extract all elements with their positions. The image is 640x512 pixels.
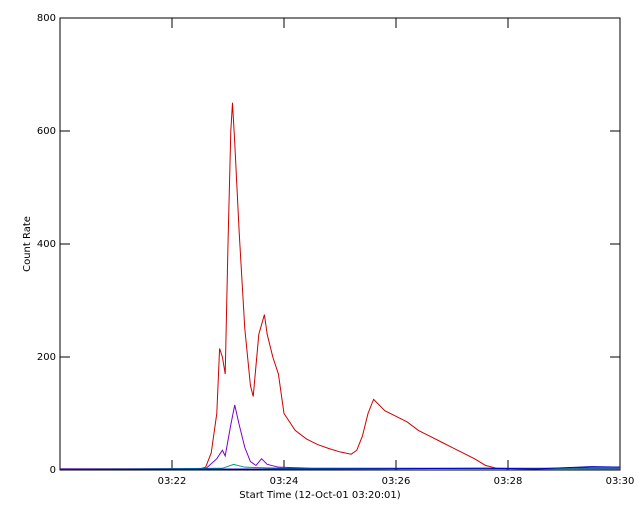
x-tick-label: 03:24 [270,476,299,487]
x-tick-label: 03:26 [382,476,411,487]
series-line [60,102,620,470]
y-tick-label: 600 [37,126,56,137]
plot-frame [59,17,621,471]
y-tick-label: 400 [37,239,56,250]
x-axis-label: Start Time (12-Oct-01 03:20:01) [239,490,400,501]
x-tick-label: 03:30 [606,476,635,487]
y-tick-label: 800 [37,13,56,24]
series-line [59,466,621,470]
y-axis-label: Count Rate [22,216,33,272]
series-line [60,404,620,470]
x-tick-label: 03:28 [494,476,523,487]
x-tick-label: 03:22 [158,476,187,487]
y-tick-label: 0 [50,465,56,476]
y-tick-label: 200 [37,352,56,363]
